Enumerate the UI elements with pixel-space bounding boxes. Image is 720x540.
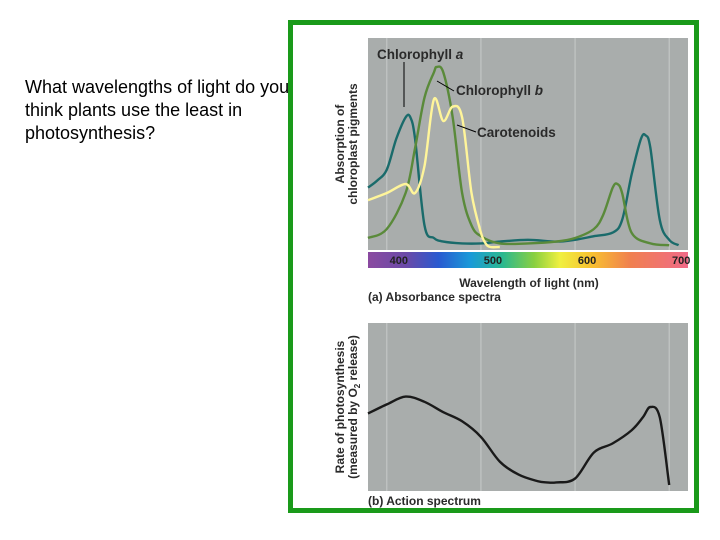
absorbance-x-label: Wavelength of light (nm)	[459, 276, 599, 290]
question-text: What wavelengths of light do you think p…	[25, 77, 290, 143]
x-tick-400: 400	[390, 255, 408, 267]
figure-svg: Chlorophyll a Chlorophyll b Carotenoids …	[333, 38, 690, 508]
absorbance-y-label-line1: Absorption of	[333, 104, 347, 184]
action-series	[367, 395, 671, 486]
carotenoids-leader	[456, 124, 477, 133]
x-tick-500: 500	[484, 255, 502, 267]
visible-spectrum-bar	[368, 252, 688, 268]
absorbance-gridlines	[386, 38, 670, 250]
chlorophyll-b-leader	[436, 80, 455, 92]
absorbance-series	[367, 65, 680, 249]
legend-chlorophyll-a: Chlorophyll a	[377, 47, 464, 62]
series-line-carotenoids	[367, 96, 500, 249]
absorbance-y-label-line2: chloroplast pigments	[346, 83, 360, 205]
x-tick-600: 600	[578, 255, 596, 267]
action-y-label: Rate of photosynthesis (measured by O2 r…	[333, 335, 362, 479]
series-line-chlorophyll-b	[367, 65, 670, 247]
action-caption: (b) Action spectrum	[368, 494, 481, 508]
legend-chlorophyll-b: Chlorophyll b	[456, 83, 543, 98]
action-y-label-line2: (measured by O2 release)	[346, 335, 362, 479]
figure-frame: Chlorophyll a Chlorophyll b Carotenoids …	[288, 20, 699, 513]
spectrum-tick-labels: 400 500 600 700	[390, 255, 691, 267]
series-line-action-spectrum	[367, 395, 671, 486]
series-line-chlorophyll-a	[367, 113, 680, 247]
absorbance-caption: (a) Absorbance spectra	[368, 290, 501, 304]
absorbance-leader-lines	[403, 62, 477, 133]
x-tick-700: 700	[672, 255, 690, 267]
action-plot-area	[368, 323, 688, 491]
action-y-label-line1: Rate of photosynthesis	[333, 340, 347, 473]
absorbance-plot-area	[368, 38, 688, 250]
legend-carotenoids: Carotenoids	[477, 125, 556, 140]
action-panel: Rate of photosynthesis (measured by O2 r…	[333, 323, 688, 508]
action-gridlines	[386, 323, 670, 491]
absorbance-panel: Chlorophyll a Chlorophyll b Carotenoids …	[333, 38, 690, 304]
absorbance-y-label: Absorption of chloroplast pigments	[333, 83, 360, 205]
